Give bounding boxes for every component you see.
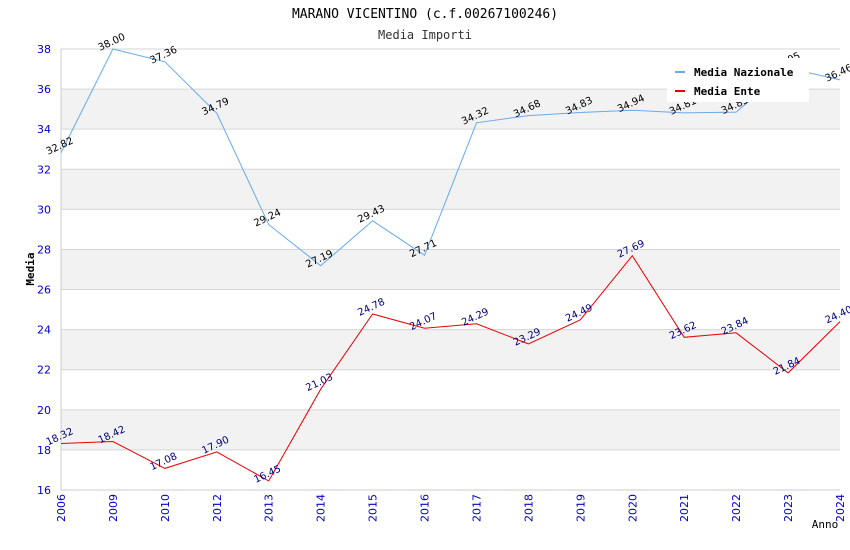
x-tick-label: 2017 xyxy=(470,494,483,522)
x-tick-label: 2021 xyxy=(678,494,691,522)
x-tick-label: 2020 xyxy=(626,494,639,522)
chart-title: MARANO VICENTINO (c.f.00267100246) xyxy=(292,7,558,22)
x-tick-label: 2023 xyxy=(782,494,795,522)
x-tick-label: 2010 xyxy=(159,494,172,522)
grid-band xyxy=(61,249,840,290)
x-tick-label: 2012 xyxy=(211,494,224,522)
grid-band xyxy=(61,329,840,370)
grid-band xyxy=(61,409,840,450)
series-line-media-nazionale xyxy=(60,48,841,267)
axes xyxy=(60,49,840,491)
x-tick-label: 2019 xyxy=(574,494,587,522)
data-label: 29.24 xyxy=(252,207,283,229)
data-label: 16.45 xyxy=(252,464,283,486)
x-axis-label: Anno xyxy=(812,518,839,531)
x-tick-label: 2016 xyxy=(419,494,432,522)
chart-subtitle: Media Importi xyxy=(378,28,472,42)
y-tick-labels: 16 18 20 22 24 26 28 30 32 34 36 38 xyxy=(37,43,51,497)
legend: Media Nazionale Media Ente xyxy=(667,58,809,102)
x-tick-label: 2018 xyxy=(522,494,535,522)
y-tick-label: 32 xyxy=(37,163,51,176)
x-tick-label: 2009 xyxy=(107,494,120,522)
series xyxy=(60,48,841,482)
data-label: 36.46 xyxy=(824,63,850,85)
y-tick-label: 30 xyxy=(37,203,51,216)
data-label: 37.36 xyxy=(149,45,180,67)
x-tick-label: 2024 xyxy=(834,494,847,522)
y-tick-label: 24 xyxy=(37,324,51,337)
y-axis-label: Media xyxy=(24,252,37,285)
y-tick-label: 20 xyxy=(37,404,51,417)
series-line-media-ente xyxy=(60,254,841,482)
x-tick-label: 2013 xyxy=(263,494,276,522)
x-tick-labels: 2006 2009 2010 2012 2013 2014 2015 2016 2017 2018… xyxy=(55,494,847,522)
data-label: 17.08 xyxy=(149,451,180,473)
x-tick-label: 2006 xyxy=(55,494,68,522)
y-tick-label: 26 xyxy=(37,284,51,297)
y-tick-label: 38 xyxy=(37,43,51,56)
grid-lines xyxy=(61,48,840,491)
data-label: 24.49 xyxy=(564,303,595,325)
y-tick-label: 22 xyxy=(37,364,51,377)
data-label: 32.82 xyxy=(45,136,76,158)
y-tick-label: 18 xyxy=(37,444,51,457)
grid-bands xyxy=(61,89,840,450)
x-tick-label: 2022 xyxy=(730,494,743,522)
data-label: 24.29 xyxy=(460,307,491,329)
x-tick-label: 2015 xyxy=(367,494,380,522)
data-label: 24.40 xyxy=(824,304,850,326)
y-tick-label: 34 xyxy=(37,123,51,136)
y-tick-label: 28 xyxy=(37,243,51,256)
legend-box xyxy=(667,58,809,102)
x-tick-label: 2014 xyxy=(315,494,328,522)
legend-item-label: Media Ente xyxy=(694,85,761,98)
legend-item-label: Media Nazionale xyxy=(694,66,794,79)
y-tick-label: 16 xyxy=(37,484,51,497)
y-tick-label: 36 xyxy=(37,83,51,96)
